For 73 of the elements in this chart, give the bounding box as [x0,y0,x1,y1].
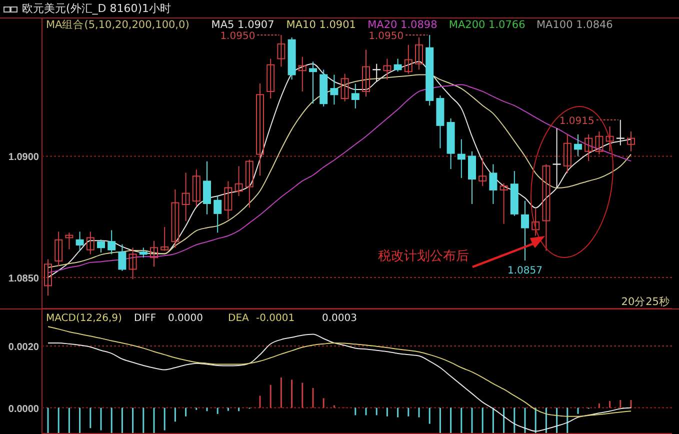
annotation: MA5 1.0907 [211,19,274,31]
annotation: 0.0003 [322,313,357,324]
annotation: 1.0915 [559,116,594,127]
y-tick-label: 0.0000 [8,404,40,415]
candlestick [489,164,498,204]
candlestick [108,230,116,255]
candlestick [203,160,211,215]
annotation: 0.0000 [168,313,203,324]
candlestick [309,61,317,104]
candlestick [500,182,508,224]
annotation: 1.0950 [220,30,256,42]
candlestick [627,130,635,152]
line-series [48,334,632,432]
candlestick [54,231,63,266]
chart-title: 欧元美元(外汇_D 8160)1小时 [22,2,172,15]
candlestick [404,44,412,74]
candlestick [521,200,529,261]
annotation: -0.0001 [256,313,295,324]
candlestick [234,166,243,196]
candlestick [128,247,137,280]
annotation: MA100 1.0846 [536,19,614,31]
candlestick [584,134,593,162]
y-tick-label: 1.0850 [8,273,40,284]
candlestick [394,58,402,72]
candlestick [616,119,625,146]
candlestick [563,134,572,174]
annotation: MA200 1.0766 [448,19,526,31]
line-series [48,326,632,417]
candlestick [351,83,360,109]
annotation: 1.0950 [368,30,404,42]
candlestick [160,226,169,252]
candlestick [224,180,232,220]
candlestick [468,150,476,204]
candlestick [340,73,349,102]
candlestick [478,158,487,187]
candlestick [532,208,540,236]
candlestick [415,36,423,70]
y-tick-label: 1.0900 [8,152,40,164]
annotation: 税改计划公布后 [378,249,469,264]
candlestick [552,128,562,188]
candlestick [256,82,264,176]
annotation: 1.0857 [508,266,542,276]
candlestick [139,247,148,258]
candlestick [76,231,84,252]
candlestick [362,49,370,98]
candlestick [118,244,126,272]
candlestick [383,58,392,80]
candlestick [182,172,190,222]
candlestick [44,258,52,296]
candlestick [595,130,604,155]
candlestick [150,240,158,268]
annotation: MA20 1.0898 [368,19,438,31]
y-tick-label: 0.0020 [8,342,40,354]
annotation: MA10 1.0901 [286,19,356,31]
chart-title: MACD(12,26,9) [46,313,122,324]
candlestick [214,195,222,234]
candlestick [330,74,338,106]
candlestick [97,239,105,253]
annotation: 20分25秒 [621,296,670,308]
candlestick [192,169,200,206]
candlestick [266,58,275,100]
candlestick [606,126,614,152]
candlestick [65,232,74,250]
candlestick [298,56,306,92]
candlestick [245,159,254,208]
candlestick [171,188,180,248]
candlestick [86,231,94,255]
candlestick [574,134,582,157]
text: DIFF [134,313,156,324]
candlestick [542,164,550,252]
annotation: MA组合(5,10,20,200,100,0) [46,18,190,31]
candlestick [457,138,466,179]
text: DEA [228,313,250,324]
